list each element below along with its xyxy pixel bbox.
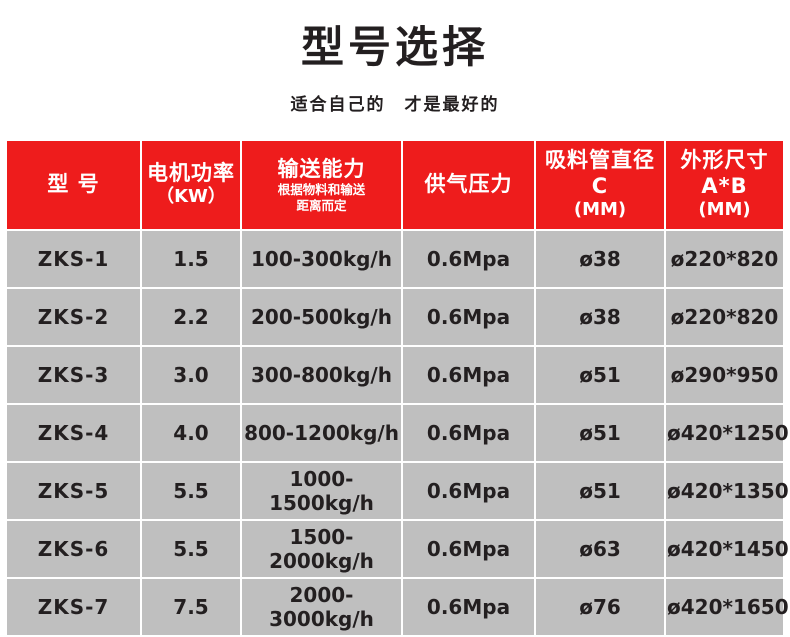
table-header-row: 型 号 电机功率 （KW） 输送能力 根据物料和输送 距离而定 供气压力 吸料管直… <box>5 138 785 231</box>
cell-pressure: 0.6Mpa <box>401 286 536 347</box>
cell-pipe-diameter: ø51 <box>534 344 666 405</box>
cell-capacity: 200-500kg/h <box>240 286 403 347</box>
cell-dimension: ø420*1350 <box>664 460 789 521</box>
cell-dimension: ø290*950 <box>664 344 785 405</box>
table-row: ZKS-2 2.2 200-500kg/h 0.6Mpa ø38 ø220*820 <box>5 286 785 347</box>
cell-model: ZKS-4 <box>5 402 142 463</box>
cell-capacity: 1000-1500kg/h <box>240 460 403 521</box>
cell-model: ZKS-1 <box>5 228 142 289</box>
table-header: 型 号 电机功率 （KW） 输送能力 根据物料和输送 距离而定 供气压力 吸料管直… <box>5 138 785 231</box>
model-selection-table: 型 号 电机功率 （KW） 输送能力 根据物料和输送 距离而定 供气压力 吸料管直… <box>5 138 789 637</box>
cell-pressure: 0.6Mpa <box>401 518 536 579</box>
cell-dimension: ø220*820 <box>664 228 785 289</box>
table-row: ZKS-1 1.5 100-300kg/h 0.6Mpa ø38 ø220*820 <box>5 228 785 289</box>
column-header-capacity: 输送能力 根据物料和输送 距离而定 <box>240 138 403 231</box>
table-body: ZKS-1 1.5 100-300kg/h 0.6Mpa ø38 ø220*820 ZKS-… <box>5 228 789 637</box>
table-row: ZKS-5 5.5 1000-1500kg/h 0.6Mpa ø51 ø420*1350 <box>5 460 789 521</box>
cell-pipe-diameter: ø38 <box>534 228 666 289</box>
table-row: ZKS-4 4.0 800-1200kg/h 0.6Mpa ø51 ø420*1250 <box>5 402 789 463</box>
cell-pipe-diameter: ø76 <box>534 576 666 637</box>
cell-dimension: ø220*820 <box>664 286 785 347</box>
cell-dimension: ø420*1450 <box>664 518 789 579</box>
column-header-capacity-note: 根据物料和输送 距离而定 <box>277 182 366 213</box>
cell-power: 1.5 <box>140 228 242 289</box>
cell-pressure: 0.6Mpa <box>401 344 536 405</box>
cell-pressure: 0.6Mpa <box>401 402 536 463</box>
cell-model: ZKS-2 <box>5 286 142 347</box>
page-subtitle: 适合自己的 才是最好的 <box>290 94 500 115</box>
cell-capacity: 800-1200kg/h <box>240 402 403 463</box>
table-row: ZKS-6 5.5 1500-2000kg/h 0.6Mpa ø63 ø420*1450 <box>5 518 789 579</box>
cell-dimension: ø420*1250 <box>664 402 789 463</box>
column-header-model: 型 号 <box>5 138 142 231</box>
cell-model: ZKS-5 <box>5 460 142 521</box>
cell-power: 3.0 <box>140 344 242 405</box>
cell-pipe-diameter: ø51 <box>534 402 666 463</box>
cell-pipe-diameter: ø51 <box>534 460 666 521</box>
cell-power: 5.5 <box>140 460 242 521</box>
cell-pipe-diameter: ø63 <box>534 518 666 579</box>
cell-power: 5.5 <box>140 518 242 579</box>
cell-power: 2.2 <box>140 286 242 347</box>
table-row: ZKS-7 7.5 2000-3000kg/h 0.6Mpa ø76 ø420*1650 <box>5 576 789 637</box>
cell-pipe-diameter: ø38 <box>534 286 666 347</box>
table-row: ZKS-3 3.0 300-800kg/h 0.6Mpa ø51 ø290*950 <box>5 344 785 405</box>
cell-power: 7.5 <box>140 576 242 637</box>
cell-model: ZKS-3 <box>5 344 142 405</box>
cell-power: 4.0 <box>140 402 242 463</box>
cell-capacity: 2000-3000kg/h <box>240 576 403 637</box>
column-header-power: 电机功率 （KW） <box>140 138 242 231</box>
column-header-pressure: 供气压力 <box>401 138 536 231</box>
page-title: 型号选择 <box>301 23 489 73</box>
column-header-pipe-diameter: 吸料管直径C (MM) <box>534 138 666 231</box>
cell-dimension: ø420*1650 <box>664 576 789 637</box>
cell-pressure: 0.6Mpa <box>401 576 536 637</box>
column-header-dimension: 外形尺寸A*B (MM) <box>664 138 785 231</box>
cell-pressure: 0.6Mpa <box>401 460 536 521</box>
cell-pressure: 0.6Mpa <box>401 228 536 289</box>
cell-capacity: 300-800kg/h <box>240 344 403 405</box>
cell-model: ZKS-6 <box>5 518 142 579</box>
cell-capacity: 1500-2000kg/h <box>240 518 403 579</box>
cell-model: ZKS-7 <box>5 576 142 637</box>
cell-capacity: 100-300kg/h <box>240 228 403 289</box>
